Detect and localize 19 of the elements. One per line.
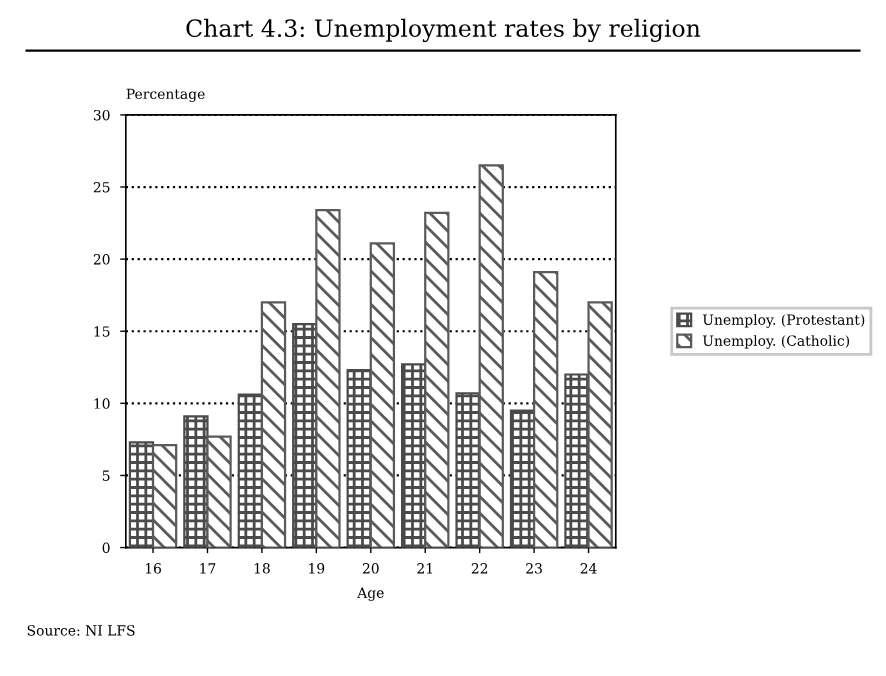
bar [346, 369, 372, 548]
bar [369, 242, 396, 548]
bar [533, 271, 559, 548]
bar [183, 415, 209, 548]
bar [424, 211, 450, 548]
bar [128, 441, 155, 548]
bar [260, 301, 287, 548]
bar [587, 301, 613, 548]
bar [478, 164, 504, 548]
bar [315, 208, 341, 548]
bar [151, 444, 178, 548]
bar [206, 435, 232, 548]
bar [455, 392, 481, 548]
bar [509, 409, 536, 548]
bar [237, 393, 264, 548]
bar [564, 373, 590, 548]
bar [400, 363, 427, 548]
chart-title: Chart 4.3: Unemployment rates by religion [186, 18, 701, 43]
bar [292, 322, 318, 548]
